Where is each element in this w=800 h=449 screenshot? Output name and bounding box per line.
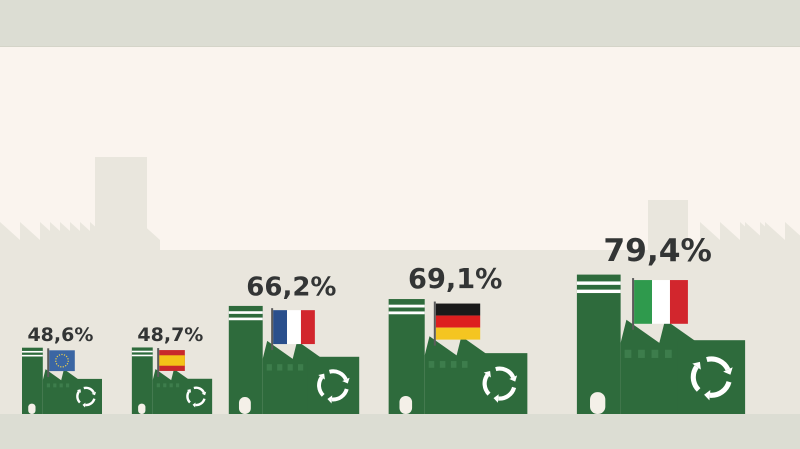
spain-flag-icon — [157, 348, 185, 377]
skyline-roof — [745, 222, 765, 252]
skyline-roof — [720, 222, 740, 252]
value-label: 69,1% — [408, 264, 502, 295]
factory-bar-eu — [22, 347, 102, 414]
recycle-icon — [317, 369, 350, 404]
recycle-icon — [186, 386, 207, 408]
skyline-roof — [0, 222, 20, 252]
factory-window — [59, 383, 63, 388]
factory-door — [28, 403, 36, 414]
france-flag-icon — [271, 308, 315, 351]
factory-bar-italy — [576, 274, 746, 414]
factory-window — [624, 349, 632, 358]
recycling-box — [307, 356, 360, 414]
factory-window — [651, 349, 659, 358]
factory-door — [399, 395, 413, 414]
factory-window — [53, 383, 57, 388]
factory-window — [638, 349, 645, 358]
value-label: 66,2% — [246, 272, 336, 302]
factory-window — [277, 364, 283, 371]
italy-flag-icon — [632, 278, 688, 330]
recycling-box — [677, 340, 746, 414]
chimney-stripe — [131, 354, 153, 357]
factory-window — [176, 383, 180, 388]
skyline-roof — [140, 222, 160, 252]
chimney-stripe — [22, 354, 43, 357]
chimney — [131, 347, 153, 414]
skyline-roof — [765, 222, 785, 252]
chimney — [388, 299, 425, 414]
ground-band — [0, 414, 800, 449]
skyline-roof — [50, 222, 70, 252]
factory-window — [266, 364, 272, 371]
chimney — [228, 305, 263, 414]
factory-window — [46, 383, 50, 388]
factory-window — [665, 349, 672, 358]
bars-layer — [22, 274, 746, 414]
skyline-roof — [90, 222, 110, 252]
factory-bar-germany — [388, 299, 528, 414]
top-band — [0, 0, 800, 47]
chimney-stripe — [576, 281, 621, 285]
factory-window — [428, 361, 435, 368]
factory-window — [156, 383, 160, 388]
germany-flag-icon — [433, 301, 481, 346]
value-labels-layer: 48,6% 48,7% 66,2% 69,1% 79,4% — [27, 233, 711, 346]
factory-bar-spain — [131, 347, 213, 414]
skyline-roof — [20, 222, 40, 252]
recycling-box — [471, 353, 528, 414]
skyline-roof — [70, 222, 90, 252]
recycling-box — [180, 378, 213, 414]
factory-window — [287, 364, 293, 371]
factory-bar-france — [228, 305, 360, 414]
skyline-roof — [110, 222, 130, 252]
chimney-stripe — [388, 304, 425, 308]
recycling-box — [70, 378, 102, 414]
recycle-icon — [482, 366, 518, 403]
factory-door — [238, 397, 251, 414]
chimney — [576, 274, 621, 414]
chimney-stripe — [131, 350, 153, 353]
eu-flag-icon — [47, 348, 75, 378]
factory-window — [450, 361, 457, 368]
chimney-stripe — [228, 317, 263, 321]
skyline-chimney — [648, 200, 688, 260]
chimney-stripe — [22, 350, 43, 353]
factory-window — [163, 383, 167, 388]
recycle-icon — [690, 356, 733, 401]
value-label: 48,6% — [27, 324, 93, 346]
factory-window — [439, 361, 446, 368]
factory-window — [462, 361, 468, 368]
chimney-stripe — [228, 311, 263, 314]
factory-window — [298, 364, 304, 371]
skyline-roof — [785, 222, 800, 252]
chimney — [22, 347, 43, 414]
value-label: 48,7% — [137, 324, 203, 346]
value-label: 79,4% — [603, 233, 712, 269]
factory-window — [66, 383, 70, 388]
factory-door — [138, 403, 146, 414]
chimney-stripe — [576, 289, 621, 294]
recycle-icon — [76, 386, 97, 408]
chimney-stripe — [388, 311, 425, 315]
factory-door — [590, 392, 606, 414]
skyline-roof — [700, 222, 720, 252]
factory-window — [169, 383, 173, 388]
